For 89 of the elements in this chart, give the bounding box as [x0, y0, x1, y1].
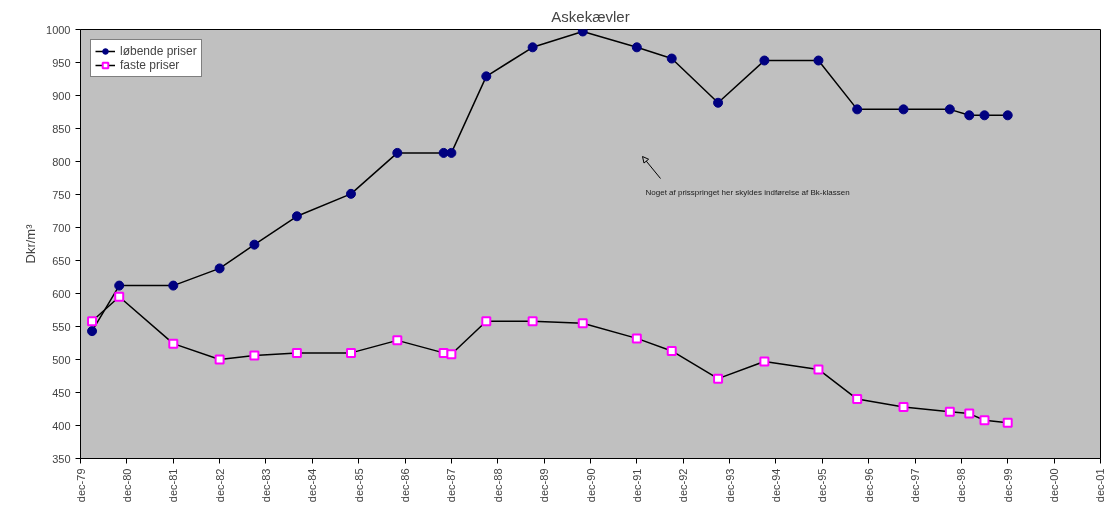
point: [1002, 110, 1013, 121]
x-tick-label: dec-81: [167, 468, 180, 503]
point: [527, 316, 538, 327]
x-tick-label: dec-87: [445, 468, 458, 503]
x-tick-label: dec-00: [1048, 468, 1061, 503]
y-tick-label: 800: [52, 155, 71, 168]
point: [168, 280, 179, 291]
point: [214, 354, 225, 365]
x-tick-label: dec-82: [213, 468, 226, 503]
point: [392, 335, 403, 346]
x-tick-label: dec-96: [862, 468, 875, 503]
y-tick-label: 450: [52, 386, 71, 399]
point: [666, 53, 677, 64]
point: [898, 104, 909, 115]
point: [759, 55, 770, 66]
point: [631, 333, 642, 344]
point: [481, 316, 492, 327]
y-tick-label: 500: [52, 353, 71, 366]
point: [392, 147, 403, 158]
point: [964, 110, 975, 121]
y-tick-label: 550: [52, 320, 71, 333]
y-tick-label: 650: [52, 254, 71, 267]
x-tick-label: dec-95: [816, 468, 829, 503]
point: [577, 318, 588, 329]
y-tick-label: 600: [52, 287, 71, 300]
point: [345, 347, 356, 358]
x-tick-label: dec-79: [74, 468, 87, 503]
y-tick-label: 850: [52, 122, 71, 135]
point: [944, 406, 955, 417]
annotation: Noget af prisspringet her skyldes indførelse af Bk-klassen: [645, 187, 850, 197]
y-tick-label: 400: [52, 419, 71, 432]
point: [813, 364, 824, 375]
point: [944, 104, 955, 115]
point: [114, 280, 125, 291]
point: [168, 338, 179, 349]
legend-label: løbende priser: [120, 44, 197, 58]
point: [438, 147, 449, 158]
point: [964, 408, 975, 419]
point: [249, 350, 260, 361]
x-tick-label: dec-90: [584, 468, 597, 503]
point: [214, 263, 225, 274]
x-tick-label: dec-93: [723, 468, 736, 503]
y-tick-label: 700: [52, 221, 71, 234]
x-tick-label: dec-88: [491, 468, 504, 503]
point: [852, 394, 863, 405]
x-tick-label: dec-83: [259, 468, 272, 503]
x-tick-label: dec-94: [769, 468, 782, 503]
point: [114, 291, 125, 302]
point: [852, 104, 863, 115]
y-tick-label: 750: [52, 188, 71, 201]
point: [979, 110, 990, 121]
point: [713, 97, 724, 108]
legend-label: faste priser: [120, 58, 180, 72]
point: [249, 239, 260, 250]
point: [446, 349, 457, 360]
point: [446, 147, 457, 158]
point: [631, 42, 642, 53]
point: [713, 373, 724, 384]
y-tick-label: 1000: [46, 23, 71, 36]
point: [291, 347, 302, 358]
point: [577, 29, 588, 37]
point: [87, 326, 98, 337]
x-tick-label: dec-91: [630, 468, 643, 503]
chart-title: Askekævler: [551, 7, 630, 25]
point: [345, 188, 356, 199]
x-tick-label: dec-85: [352, 468, 365, 503]
point: [1002, 417, 1013, 428]
point: [898, 402, 909, 413]
x-tick-label: dec-89: [538, 468, 551, 503]
point: [481, 71, 492, 82]
point: [759, 356, 770, 367]
x-tick-label: dec-01: [1093, 468, 1106, 503]
y-axis-title: Dkr/m³: [23, 223, 39, 264]
y-tick-label: 350: [52, 452, 71, 465]
point: [666, 345, 677, 356]
point: [813, 55, 824, 66]
point: [291, 211, 302, 222]
point: [87, 316, 98, 327]
point: [527, 42, 538, 53]
x-tick-label: dec-80: [120, 468, 133, 503]
y-tick-label: 950: [52, 56, 71, 69]
x-tick-label: dec-98: [955, 468, 968, 503]
x-tick-label: dec-84: [306, 468, 319, 503]
x-tick-label: dec-99: [1001, 468, 1014, 503]
point: [979, 415, 990, 426]
x-tick-label: dec-86: [399, 468, 412, 503]
x-tick-label: dec-92: [677, 468, 690, 503]
y-tick-label: 900: [52, 89, 71, 102]
x-tick-label: dec-97: [909, 468, 922, 503]
